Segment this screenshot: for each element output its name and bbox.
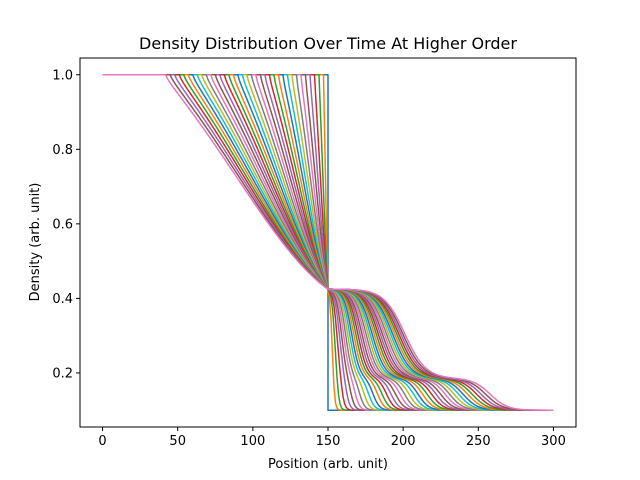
series-line bbox=[102, 74, 554, 411]
y-tick-label: 1.0 bbox=[52, 68, 73, 83]
x-tick-label: 150 bbox=[316, 434, 341, 449]
x-axis-ticks: 0 50 100 150 200 250 300 bbox=[98, 427, 566, 449]
x-tick-label: 50 bbox=[169, 434, 186, 449]
y-tick-label: 0.8 bbox=[52, 143, 73, 158]
x-tick-label: 300 bbox=[541, 434, 566, 449]
y-axis-label: Density (arb. unit) bbox=[28, 183, 43, 302]
series-lines bbox=[102, 74, 554, 411]
y-tick-label: 0.2 bbox=[52, 366, 73, 381]
chart-title: Density Distribution Over Time At Higher… bbox=[139, 34, 517, 53]
x-tick-label: 250 bbox=[466, 434, 491, 449]
x-tick-label: 100 bbox=[240, 434, 265, 449]
y-tick-label: 0.4 bbox=[52, 292, 73, 307]
x-tick-label: 200 bbox=[391, 434, 416, 449]
x-axis-label: Position (arb. unit) bbox=[268, 457, 388, 472]
y-axis-ticks: 0.2 0.4 0.6 0.8 1.0 bbox=[52, 68, 80, 381]
x-tick-label: 0 bbox=[98, 434, 106, 449]
y-tick-label: 0.6 bbox=[52, 217, 73, 232]
